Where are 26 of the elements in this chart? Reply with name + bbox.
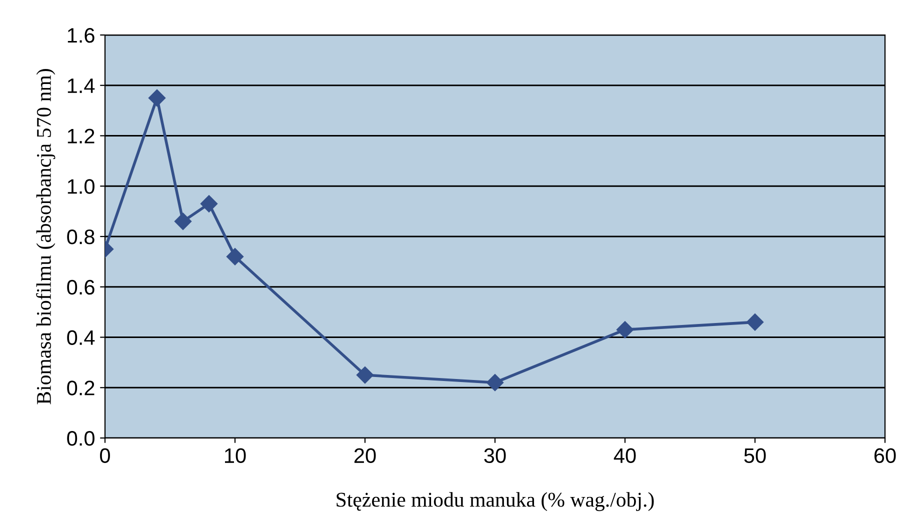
point — [200, 195, 218, 212]
point — [226, 248, 244, 266]
y-tick-label: 1.4 — [68, 78, 95, 93]
x-axis-title: Stężenie miodu manuka (% wag./obj.) — [336, 492, 654, 512]
point — [148, 89, 166, 107]
y-tick-label: 0.2 — [67, 380, 94, 396]
x-tick-label: 0 — [100, 448, 110, 464]
y-tick-label: 1.6 — [68, 28, 94, 43]
point — [174, 212, 192, 230]
y-tick-label: 1.2 — [68, 128, 94, 144]
x-tick-label: 60 — [874, 448, 896, 464]
point — [486, 374, 504, 392]
x-tick-label: 20 — [354, 448, 376, 464]
y-tick-label: 0.0 — [67, 431, 94, 446]
x-tick-label: 50 — [744, 448, 766, 464]
y-tick-label: 0.6 — [67, 280, 94, 295]
point — [616, 321, 634, 338]
point — [746, 314, 764, 331]
x-tick-label: 30 — [484, 448, 506, 464]
y-tick-label: 1.0 — [68, 179, 94, 194]
point — [356, 366, 374, 384]
y-tick-label: 0.8 — [67, 230, 94, 244]
y-axis-title: Biomasa biofilmu (absorbancja 570 nm) — [36, 69, 56, 404]
x-tick-label: 10 — [225, 448, 246, 464]
y-tick-label: 0.4 — [67, 330, 95, 346]
x-tick-label: 40 — [614, 448, 636, 464]
